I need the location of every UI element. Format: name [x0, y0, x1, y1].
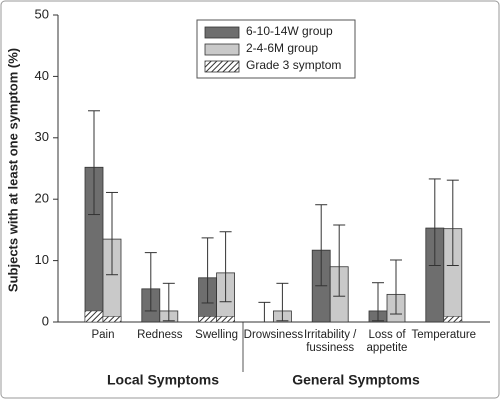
y-tick-label: 30 [35, 129, 49, 144]
legend-label: 2-4-6M group [246, 41, 318, 55]
x-tick-label: Temperature [411, 329, 477, 341]
y-tick-label: 40 [35, 68, 49, 83]
legend-swatch [204, 60, 240, 73]
y-axis-label: Subjects with at least one symptom (%) [5, 48, 20, 292]
y-tick-label: 0 [42, 313, 49, 328]
y-tick-label: 20 [35, 191, 49, 206]
grade3-bar [443, 316, 463, 323]
legend-label: 6-10-14W group [246, 24, 333, 38]
y-tick-label: 50 [35, 6, 49, 21]
x-tick-label: Drowsiness [243, 329, 304, 341]
y-tick-label: 10 [35, 252, 49, 267]
legend-label: Grade 3 symptom [246, 58, 341, 72]
grade3-bar [198, 316, 217, 323]
x-tick-label: Loss of appetite [366, 329, 408, 354]
group-label: General Symptoms [292, 372, 420, 388]
x-tick-label: Irritability / fussiness [303, 329, 357, 354]
grade3-bar [84, 310, 104, 323]
grade3-bar [216, 316, 235, 323]
legend-swatch [204, 26, 240, 39]
x-tick-label: Swelling [195, 329, 238, 341]
x-tick-label: Redness [137, 329, 183, 341]
legend-swatch [204, 43, 240, 56]
x-tick-label: Pain [91, 329, 115, 341]
group-label: Local Symptoms [107, 372, 219, 388]
grade3-bar [102, 316, 122, 323]
